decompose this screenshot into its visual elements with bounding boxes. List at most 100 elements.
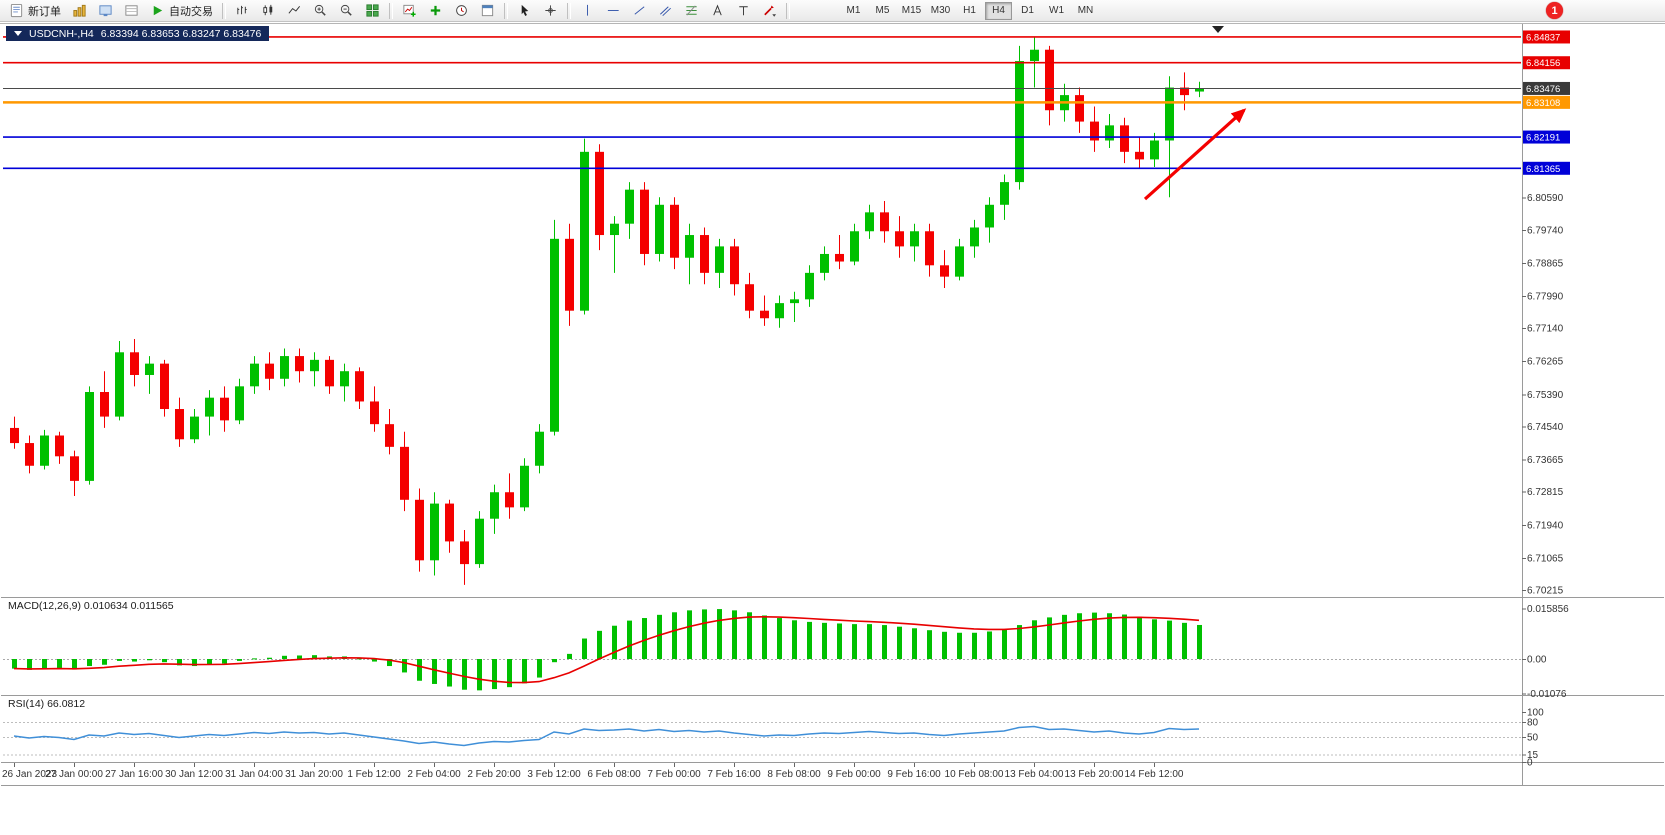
candle-body [715,246,724,273]
macd-histogram-bar [132,659,137,662]
terminal-button[interactable] [119,1,144,21]
price-level-badge [1523,56,1570,70]
price-axis-label: 6.76265 [1527,357,1564,368]
macd-histogram-bar [642,618,647,659]
candlestick-mode-button[interactable] [256,1,281,21]
notification-badge[interactable]: 1 [1546,2,1563,19]
templates-button[interactable] [475,1,500,21]
indicators-button[interactable] [423,1,448,21]
macd-histogram-bar [957,632,962,659]
market-watch-button[interactable] [93,1,118,21]
zoom-in-button[interactable] [308,1,333,21]
macd-histogram-bar [387,659,392,667]
timeframe-button-m15[interactable]: M15 [898,2,925,20]
candle-body [925,231,934,266]
timeframe-button-m1[interactable]: M1 [840,2,867,20]
macd-histogram-bar [207,659,212,665]
candle-body [505,492,514,508]
fibonacci-tool-button[interactable] [679,1,704,21]
new-order-button[interactable]: 新订单 [4,1,66,21]
candle-body [475,518,484,565]
price-level-badge-label: 6.81365 [1526,164,1560,175]
auto-trading-button[interactable]: 自动交易 [145,1,218,21]
macd-histogram-bar [612,625,617,659]
line-chart-mode-button[interactable] [282,1,307,21]
timeframe-button-d1[interactable]: D1 [1014,2,1041,20]
timeframe-button-h1[interactable]: H1 [956,2,983,20]
candle-body [1180,87,1189,96]
candle-body [205,397,214,417]
zoom-out-button[interactable] [334,1,359,21]
candle-body [280,356,289,379]
candle-body [835,253,844,262]
timeframe-button-m5[interactable]: M5 [869,2,896,20]
tile-windows-button[interactable] [360,1,385,21]
timeframe-button-w1[interactable]: W1 [1043,2,1070,20]
timeframe-button-mn[interactable]: MN [1072,2,1099,20]
candle-body [550,238,559,432]
cursor-tool-button[interactable] [512,1,537,21]
time-axis-label: 3 Feb 12:00 [527,769,581,780]
candle-body [625,189,634,224]
macd-histogram-bar [462,659,467,690]
text-tool-button[interactable] [705,1,730,21]
time-axis-label: 2 Feb 04:00 [407,769,461,780]
fibonacci-icon [686,5,697,16]
price-level-badge-label: 6.84156 [1526,58,1560,69]
macd-histogram-bar [1092,612,1097,659]
arrows-tool-button[interactable] [757,1,782,21]
candle-body [565,238,574,311]
indicators-plus-icon [430,5,441,16]
price-axis-label: 6.80590 [1527,193,1564,204]
macd-histogram-bar [1107,613,1112,659]
periods-button[interactable] [449,1,474,21]
candle-body [745,284,754,311]
timeframe-button-h4[interactable]: H4 [985,1,1012,20]
macd-histogram-bar [42,659,47,669]
candle-body [895,231,904,247]
macd-histogram-bar [972,632,977,659]
candle-body [880,212,889,232]
candle-body [520,465,529,508]
zoom-out-icon [340,4,352,16]
trendline-icon [634,6,645,15]
macd-histogram-bar [537,659,542,678]
candle-body [1030,49,1039,62]
macd-histogram-bar [522,659,527,684]
candle-body [295,356,304,372]
price-axis-label: 6.70215 [1527,586,1564,597]
macd-histogram-bar [1122,614,1127,659]
price-axis-label: 6.77140 [1527,324,1564,335]
bar-chart-mode-button[interactable] [230,1,255,21]
line-chart-icon [288,5,301,14]
macd-histogram-bar [702,609,707,659]
charts-toolbar-button[interactable] [67,1,92,21]
vertical-line-tool-button[interactable] [575,1,600,21]
bar-columns-icon [73,4,86,17]
macd-histogram-bar [27,659,32,670]
candle-body [325,359,334,387]
chart-menu-caret-icon[interactable] [14,31,22,36]
label-tool-button[interactable] [731,1,756,21]
candle-body [1120,125,1129,152]
channel-tool-button[interactable] [653,1,678,21]
crosshair-tool-button[interactable] [538,1,563,21]
chart-shift-marker[interactable] [1212,26,1224,33]
candle-body [130,352,139,375]
price-axis-label: 6.74540 [1527,422,1564,433]
candle-body [1045,49,1054,111]
new-chart-button[interactable] [397,1,422,21]
price-axis-label: 6.73665 [1527,455,1564,466]
trendline-tool-button[interactable] [627,1,652,21]
timeframe-button-m30[interactable]: M30 [927,2,954,20]
rsi-line [13,725,1200,747]
horizontal-line-tool-button[interactable] [601,1,626,21]
candle-body [115,352,124,417]
candle-body [595,151,604,236]
time-axis-label: 14 Feb 12:00 [1125,769,1184,780]
macd-histogram-bar [432,659,437,684]
macd-indicator-label: MACD(12,26,9) 0.010634 0.011565 [8,600,174,612]
text-icon [713,4,722,16]
macd-histogram-bar [252,658,257,660]
